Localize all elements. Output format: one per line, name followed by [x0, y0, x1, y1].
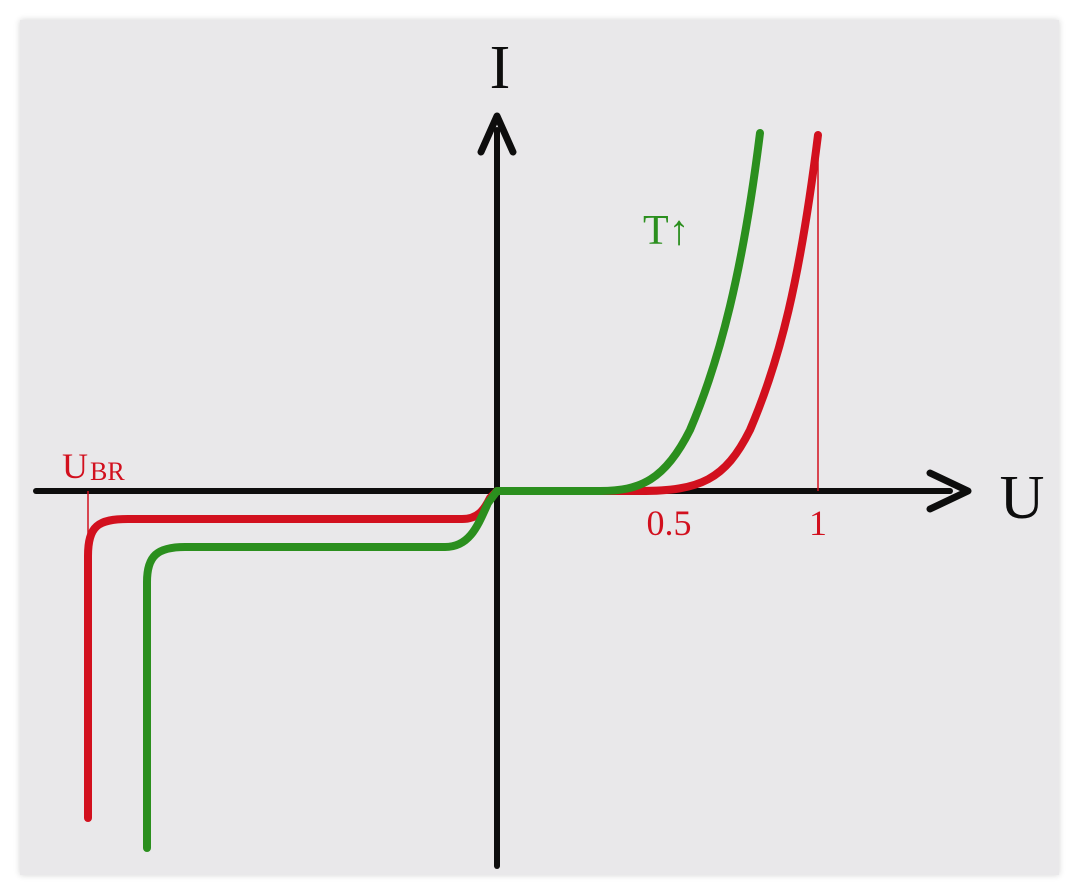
tick-label-1: 1 — [809, 503, 827, 543]
ubr-label-main: U — [62, 446, 88, 486]
diagram-frame — [20, 20, 1059, 875]
red-curve — [84, 131, 822, 822]
x-axis-label: U — [1000, 464, 1045, 532]
ubr-label-sub: BR — [90, 457, 125, 486]
temperature-label: T↑ — [643, 208, 690, 254]
tick-label-0-5: 0.5 — [647, 503, 692, 543]
x-axis-arrowhead — [926, 469, 972, 513]
y-axis-label: I — [490, 34, 511, 102]
y-axis-arrowhead — [477, 112, 517, 156]
green-curve — [143, 129, 764, 852]
